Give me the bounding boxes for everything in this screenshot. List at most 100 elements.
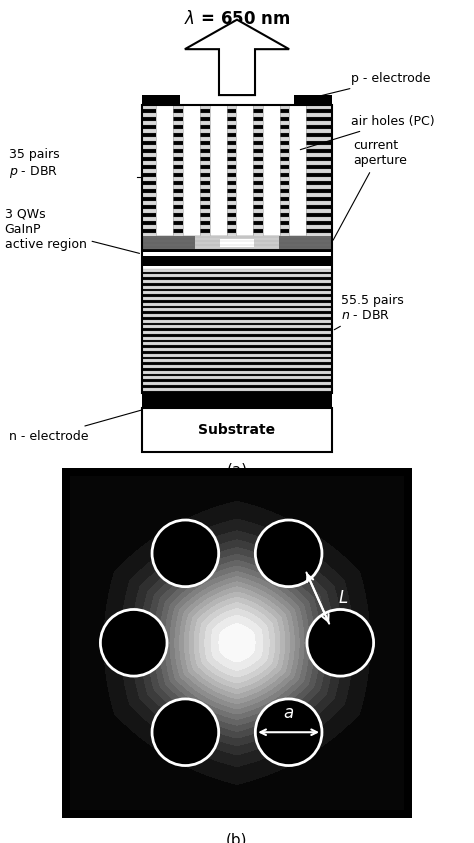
Bar [142,205,332,209]
Bar [142,359,332,362]
Text: $L$: $L$ [338,589,348,607]
Bar [142,354,332,357]
Bar [142,105,332,394]
Bar [142,197,332,201]
Bar [142,255,332,266]
Bar [142,288,332,292]
Bar [142,113,332,117]
Bar [142,303,332,306]
Circle shape [255,520,322,587]
Bar [142,388,332,390]
Bar [142,181,332,185]
Bar [142,121,332,125]
Bar [142,177,332,181]
Bar [142,250,332,252]
Bar [142,189,332,193]
Bar [195,236,279,250]
Bar [142,241,332,245]
Bar [289,105,306,235]
Text: (a): (a) [227,462,247,477]
Bar [142,169,332,173]
Polygon shape [185,19,289,95]
Bar [142,149,332,153]
Bar [142,311,332,314]
Bar [142,309,332,311]
Bar [142,137,332,141]
Text: $a$: $a$ [283,704,294,722]
Bar [142,300,332,303]
Bar [142,390,332,394]
Circle shape [152,699,219,765]
Bar [142,394,332,408]
Bar [142,362,332,365]
Text: 3 QWs
GaInP
active region: 3 QWs GaInP active region [5,208,139,254]
Bar [142,275,332,277]
Bar [142,129,332,133]
Bar [142,105,332,109]
Bar [142,225,332,229]
Bar [294,95,332,105]
Text: p - electrode: p - electrode [306,72,430,99]
Circle shape [255,699,322,765]
Bar [142,294,332,297]
Bar [142,334,332,336]
Bar [142,125,332,129]
Bar [142,323,332,325]
Bar [220,239,254,246]
Bar [142,193,332,197]
Bar [142,165,332,169]
Bar [142,201,332,205]
Bar [142,379,332,382]
Circle shape [100,609,167,676]
Bar [142,340,332,342]
Bar [142,408,332,453]
Bar [142,319,332,323]
Bar [142,385,332,388]
Bar [142,133,332,137]
Bar [142,336,332,340]
Bar [279,236,332,250]
Bar [142,328,332,331]
Text: air holes (PC): air holes (PC) [301,115,434,150]
Bar [142,306,332,309]
Bar [142,221,332,225]
Bar [142,145,332,149]
Bar [142,382,332,385]
Bar [142,95,180,105]
Bar [142,237,332,241]
Circle shape [152,520,219,587]
Bar [236,105,253,235]
Bar [142,153,332,157]
Bar [142,141,332,145]
Bar [142,373,332,377]
Bar [142,269,332,271]
Bar [142,317,332,319]
Bar [142,109,332,113]
Bar [142,209,332,213]
Bar [183,105,200,235]
Bar [142,277,332,280]
Bar [142,331,332,334]
Bar [142,280,332,283]
Bar [142,185,332,189]
Bar [142,314,332,317]
Bar [142,286,332,288]
Bar [142,173,332,177]
Bar [142,297,332,300]
Bar [142,351,332,354]
Circle shape [307,609,374,676]
Bar [142,365,332,368]
Bar [142,357,332,359]
Bar [142,346,332,348]
Bar [142,283,332,286]
Bar [142,161,332,165]
Text: 35 pairs
$p$ - DBR: 35 pairs $p$ - DBR [9,148,60,180]
Bar [142,213,332,217]
Bar [142,348,332,351]
Bar [142,236,195,250]
Bar [156,105,173,235]
Bar [142,157,332,161]
Bar [142,117,332,121]
Bar [142,229,332,234]
Text: $\lambda$ = 650 nm: $\lambda$ = 650 nm [184,10,290,28]
